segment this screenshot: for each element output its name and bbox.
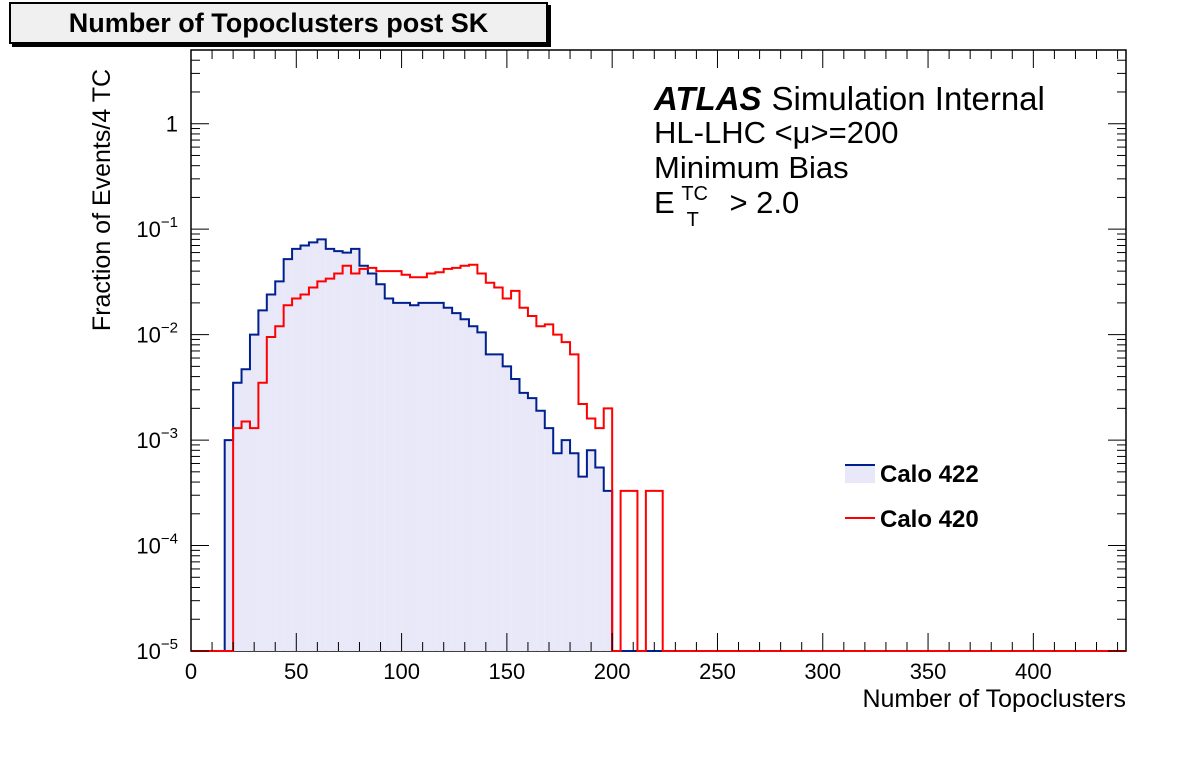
hist-bin-fill-calo-422 — [351, 248, 360, 651]
hist-bin-fill-calo-422 — [393, 302, 402, 651]
legend-label-calo-422: Calo 422 — [880, 461, 979, 488]
legend: Calo 422 Calo 420 — [845, 461, 979, 533]
x-tick-label: 250 — [699, 659, 736, 684]
hist-bin-fill-calo-422 — [342, 252, 352, 651]
hist-line-calo-422 — [191, 238, 1126, 652]
hist-bin-fill-calo-422 — [485, 354, 495, 651]
x-tick-label: 100 — [383, 659, 420, 684]
hist-bin-fill-calo-422 — [452, 313, 461, 651]
x-tick-label: 400 — [1015, 659, 1052, 684]
hist-bin-fill-calo-422 — [553, 453, 562, 651]
hist-bin-fill-calo-422 — [325, 248, 335, 651]
hist-bin-fill-calo-422 — [308, 242, 318, 651]
hist-bin-fill-calo-422 — [443, 307, 453, 651]
y-tick-label: 10−2 — [136, 320, 178, 348]
hist-bin-fill-calo-422 — [233, 382, 242, 651]
hist-bin-fill-calo-422 — [376, 284, 385, 651]
atlas-label: ATLAS Simulation Internal — [653, 80, 1045, 117]
hist-bin-fill-calo-422 — [275, 281, 284, 651]
hist-bin-fill-calo-422 — [578, 476, 587, 651]
hist-bin-fill-calo-422 — [426, 302, 436, 651]
y-tick-label: 1 — [166, 112, 178, 137]
hist-bin-fill-calo-422 — [435, 302, 444, 651]
hist-bin-fill-calo-422 — [536, 410, 545, 651]
y-tick-label: 10−4 — [136, 531, 178, 559]
y-tick-label: 10−5 — [136, 636, 178, 664]
annotation-line-2: HL-LHC <μ>=200 — [654, 115, 898, 150]
hist-bin-fill-calo-422 — [418, 302, 427, 651]
legend-fill-swatch-calo-422 — [845, 465, 875, 483]
legend-label-calo-420: Calo 420 — [880, 506, 979, 533]
hist-bin-fill-calo-422 — [367, 273, 377, 651]
hist-bin-fill-calo-422 — [544, 428, 554, 651]
hist-bin-fill-calo-422 — [460, 319, 469, 651]
hist-bin-fill-calo-422 — [586, 450, 596, 651]
x-tick-label: 350 — [910, 659, 947, 684]
x-tick-label: 150 — [489, 659, 526, 684]
hist-bin-fill-calo-422 — [477, 332, 486, 651]
hist-bin-fill-calo-422 — [266, 294, 276, 651]
x-tick-label: 300 — [804, 659, 841, 684]
annotation-line-3: Minimum Bias — [654, 150, 849, 185]
hist-bin-fill-calo-422 — [519, 392, 528, 651]
x-axis-label: Number of Topoclusters — [862, 685, 1126, 713]
hist-bin-fill-calo-422 — [527, 398, 537, 651]
hist-bin-fill-calo-422 — [334, 251, 343, 651]
hist-bin-fill-calo-422 — [468, 326, 478, 651]
annotation-et-cut: E TC T > 2.0 — [654, 172, 799, 233]
hist-bin-fill-calo-422 — [595, 467, 604, 651]
hist-bin-fill-calo-422 — [570, 453, 579, 651]
hist-bin-fill-calo-422 — [561, 440, 571, 651]
x-tick-label: 200 — [594, 659, 631, 684]
hist-bin-fill-calo-422 — [359, 265, 368, 651]
x-tick-label: 0 — [185, 659, 197, 684]
y-axis-label: Fraction of Events/4 TC — [88, 69, 116, 331]
hist-bin-fill-calo-422 — [603, 490, 613, 651]
hist-bin-fill-calo-422 — [224, 440, 234, 651]
hist-bin-fill-calo-422 — [241, 369, 250, 651]
hist-bin-fill-calo-422 — [494, 354, 503, 651]
hist-bin-fill-calo-422 — [502, 366, 512, 651]
hist-line-calo-420 — [191, 263, 1126, 652]
x-tick-label: 50 — [284, 659, 308, 684]
hist-bin-fill-calo-422 — [258, 310, 267, 651]
hist-bin-fill-calo-422 — [401, 302, 411, 651]
hist-bin-fill-calo-422 — [283, 259, 293, 651]
y-tick-label: 10−1 — [136, 214, 178, 242]
y-tick-label: 10−3 — [136, 425, 178, 453]
hist-bin-fill-calo-422 — [292, 248, 301, 651]
hist-bin-fill-calo-422 — [410, 305, 419, 651]
hist-bin-fill-calo-422 — [300, 245, 309, 651]
chart-title: Number of Topoclusters post SK — [9, 2, 548, 44]
hist-bin-fill-calo-422 — [317, 239, 326, 652]
hist-bin-fill-calo-422 — [249, 334, 259, 651]
hist-bin-fill-calo-422 — [511, 378, 520, 651]
hist-bin-fill-calo-422 — [384, 298, 394, 651]
